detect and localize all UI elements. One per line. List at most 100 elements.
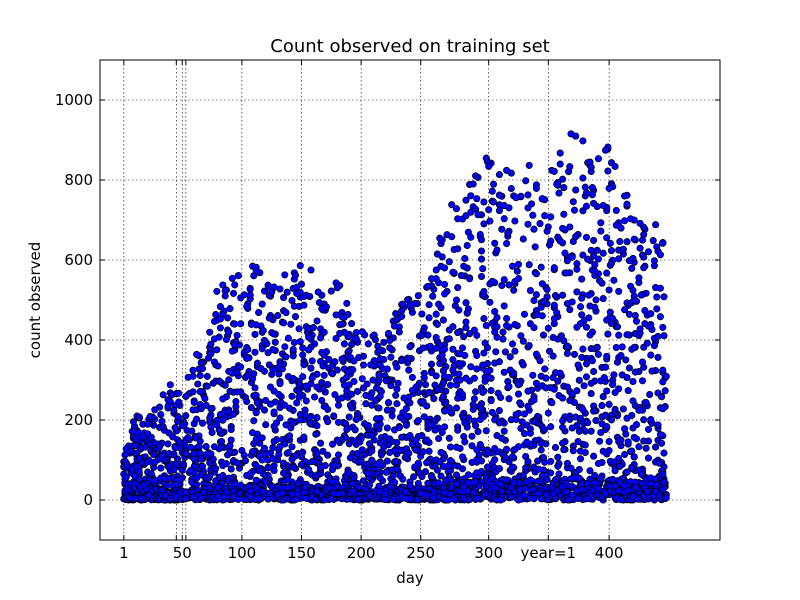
data-point bbox=[500, 302, 508, 310]
data-point bbox=[376, 392, 384, 400]
data-point bbox=[382, 495, 390, 504]
data-point bbox=[266, 383, 275, 391]
data-point bbox=[319, 385, 327, 393]
data-point bbox=[497, 496, 505, 504]
data-point bbox=[624, 387, 632, 395]
data-point bbox=[281, 343, 289, 351]
data-point bbox=[213, 421, 221, 429]
data-point bbox=[463, 309, 471, 317]
data-point bbox=[510, 286, 518, 294]
data-point bbox=[632, 317, 641, 325]
data-point bbox=[500, 202, 508, 210]
data-point bbox=[320, 328, 328, 336]
data-point bbox=[243, 302, 251, 310]
data-point bbox=[222, 335, 230, 344]
data-point bbox=[532, 379, 540, 387]
data-point bbox=[568, 253, 576, 261]
data-point bbox=[362, 400, 370, 408]
data-point bbox=[348, 404, 356, 412]
data-point bbox=[493, 323, 501, 331]
data-point bbox=[256, 466, 264, 474]
data-point bbox=[325, 484, 333, 492]
data-point bbox=[458, 390, 467, 399]
data-point bbox=[570, 206, 579, 214]
data-point bbox=[477, 406, 486, 414]
data-point bbox=[576, 455, 585, 463]
data-point bbox=[246, 285, 254, 293]
data-point bbox=[189, 366, 197, 374]
data-point bbox=[646, 390, 654, 399]
data-point bbox=[548, 399, 556, 407]
data-point bbox=[617, 496, 625, 504]
data-point bbox=[282, 309, 290, 317]
data-point bbox=[654, 353, 662, 361]
data-point bbox=[350, 357, 358, 365]
data-point bbox=[435, 479, 443, 487]
data-point bbox=[202, 401, 210, 409]
data-point bbox=[189, 388, 197, 396]
data-point bbox=[402, 495, 410, 503]
data-point bbox=[456, 444, 464, 452]
data-point bbox=[559, 439, 567, 447]
data-point bbox=[495, 465, 503, 473]
data-point bbox=[565, 496, 573, 504]
data-point bbox=[340, 340, 348, 348]
data-point bbox=[302, 382, 310, 390]
data-point bbox=[290, 338, 298, 347]
data-point bbox=[500, 368, 508, 376]
data-point bbox=[297, 453, 306, 461]
data-point bbox=[501, 348, 509, 356]
data-point bbox=[379, 461, 387, 469]
data-point bbox=[460, 494, 468, 502]
data-point bbox=[368, 431, 376, 439]
data-point bbox=[252, 409, 260, 417]
data-point bbox=[485, 206, 493, 214]
data-point bbox=[334, 490, 343, 498]
data-point bbox=[559, 224, 567, 232]
data-point bbox=[549, 489, 557, 497]
data-point bbox=[122, 473, 130, 481]
data-point bbox=[255, 308, 263, 317]
data-point bbox=[495, 207, 503, 215]
data-point bbox=[334, 418, 343, 426]
data-point bbox=[424, 331, 432, 339]
data-point bbox=[441, 290, 449, 298]
data-point bbox=[380, 443, 388, 451]
data-point bbox=[568, 491, 576, 499]
data-point bbox=[550, 301, 558, 309]
data-point bbox=[265, 314, 273, 322]
x-tick-label: 150 bbox=[287, 544, 316, 562]
data-point bbox=[358, 328, 366, 336]
data-point bbox=[333, 366, 341, 374]
data-point bbox=[618, 343, 626, 351]
data-point bbox=[418, 310, 426, 318]
data-point bbox=[172, 480, 180, 489]
data-point bbox=[543, 285, 551, 294]
data-point bbox=[658, 439, 666, 447]
data-point bbox=[193, 415, 201, 423]
data-point bbox=[510, 478, 518, 486]
data-point bbox=[649, 237, 657, 245]
data-point bbox=[216, 410, 224, 419]
data-point bbox=[387, 353, 395, 361]
data-point bbox=[340, 313, 348, 321]
data-point bbox=[520, 410, 529, 418]
data-point bbox=[331, 358, 339, 366]
data-point bbox=[353, 450, 362, 458]
data-point bbox=[563, 257, 571, 265]
data-point bbox=[123, 461, 131, 469]
data-point bbox=[603, 234, 611, 242]
data-point bbox=[641, 320, 649, 328]
data-point bbox=[288, 443, 296, 451]
data-point bbox=[579, 251, 587, 259]
data-point bbox=[131, 472, 139, 480]
data-point bbox=[369, 376, 377, 384]
data-point bbox=[365, 491, 374, 500]
data-point bbox=[140, 481, 148, 489]
data-point bbox=[463, 241, 471, 250]
data-point bbox=[188, 427, 196, 435]
data-point bbox=[240, 291, 248, 299]
data-point bbox=[659, 378, 667, 386]
data-point bbox=[632, 435, 641, 443]
data-point bbox=[234, 272, 242, 280]
